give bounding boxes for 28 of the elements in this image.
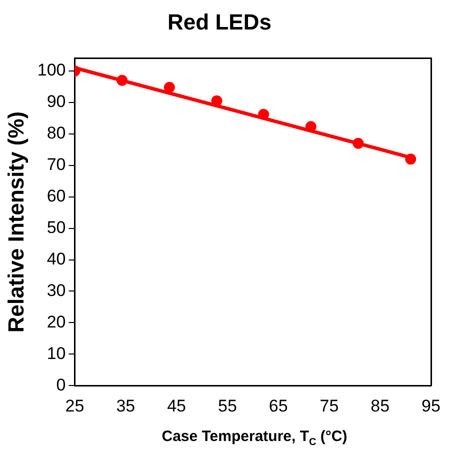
x-axis-title: Case Temperature, T$_{C}$ (°C) (160, 428, 348, 448)
y-tick-label: 70 (46, 155, 66, 174)
y-tick-label: 30 (46, 280, 66, 300)
y-tick-label: 0 (56, 375, 66, 394)
point (116, 74, 128, 86)
x-tick-label: 25 (65, 396, 84, 416)
y-tick-label: 40 (46, 249, 66, 268)
point (352, 138, 364, 149)
y-axis-title: Relative Intensity (%) (3, 111, 28, 333)
point (258, 108, 270, 120)
x-tick-label: 85 (370, 396, 390, 416)
x-tick-label: 65 (268, 396, 288, 416)
y-tick-label: 50 (46, 218, 66, 237)
y-tick-label: 100 (37, 60, 66, 80)
y-tick-label: 80 (46, 124, 66, 143)
point (164, 82, 175, 93)
x-tick-label: 75 (320, 396, 339, 416)
chart-title: Red LEDs (168, 9, 272, 34)
x-tick-label: 95 (422, 396, 440, 416)
y-tick-label: 20 (46, 312, 66, 332)
x-tick-label: 45 (167, 396, 186, 416)
y-tick-label: 60 (46, 186, 66, 206)
y-tick-label: 10 (46, 344, 66, 363)
point (211, 95, 222, 106)
y-tick-label: 90 (46, 92, 66, 112)
x-tick-label: 55 (218, 396, 237, 416)
point (405, 154, 416, 165)
x-tick-label: 35 (116, 396, 136, 416)
